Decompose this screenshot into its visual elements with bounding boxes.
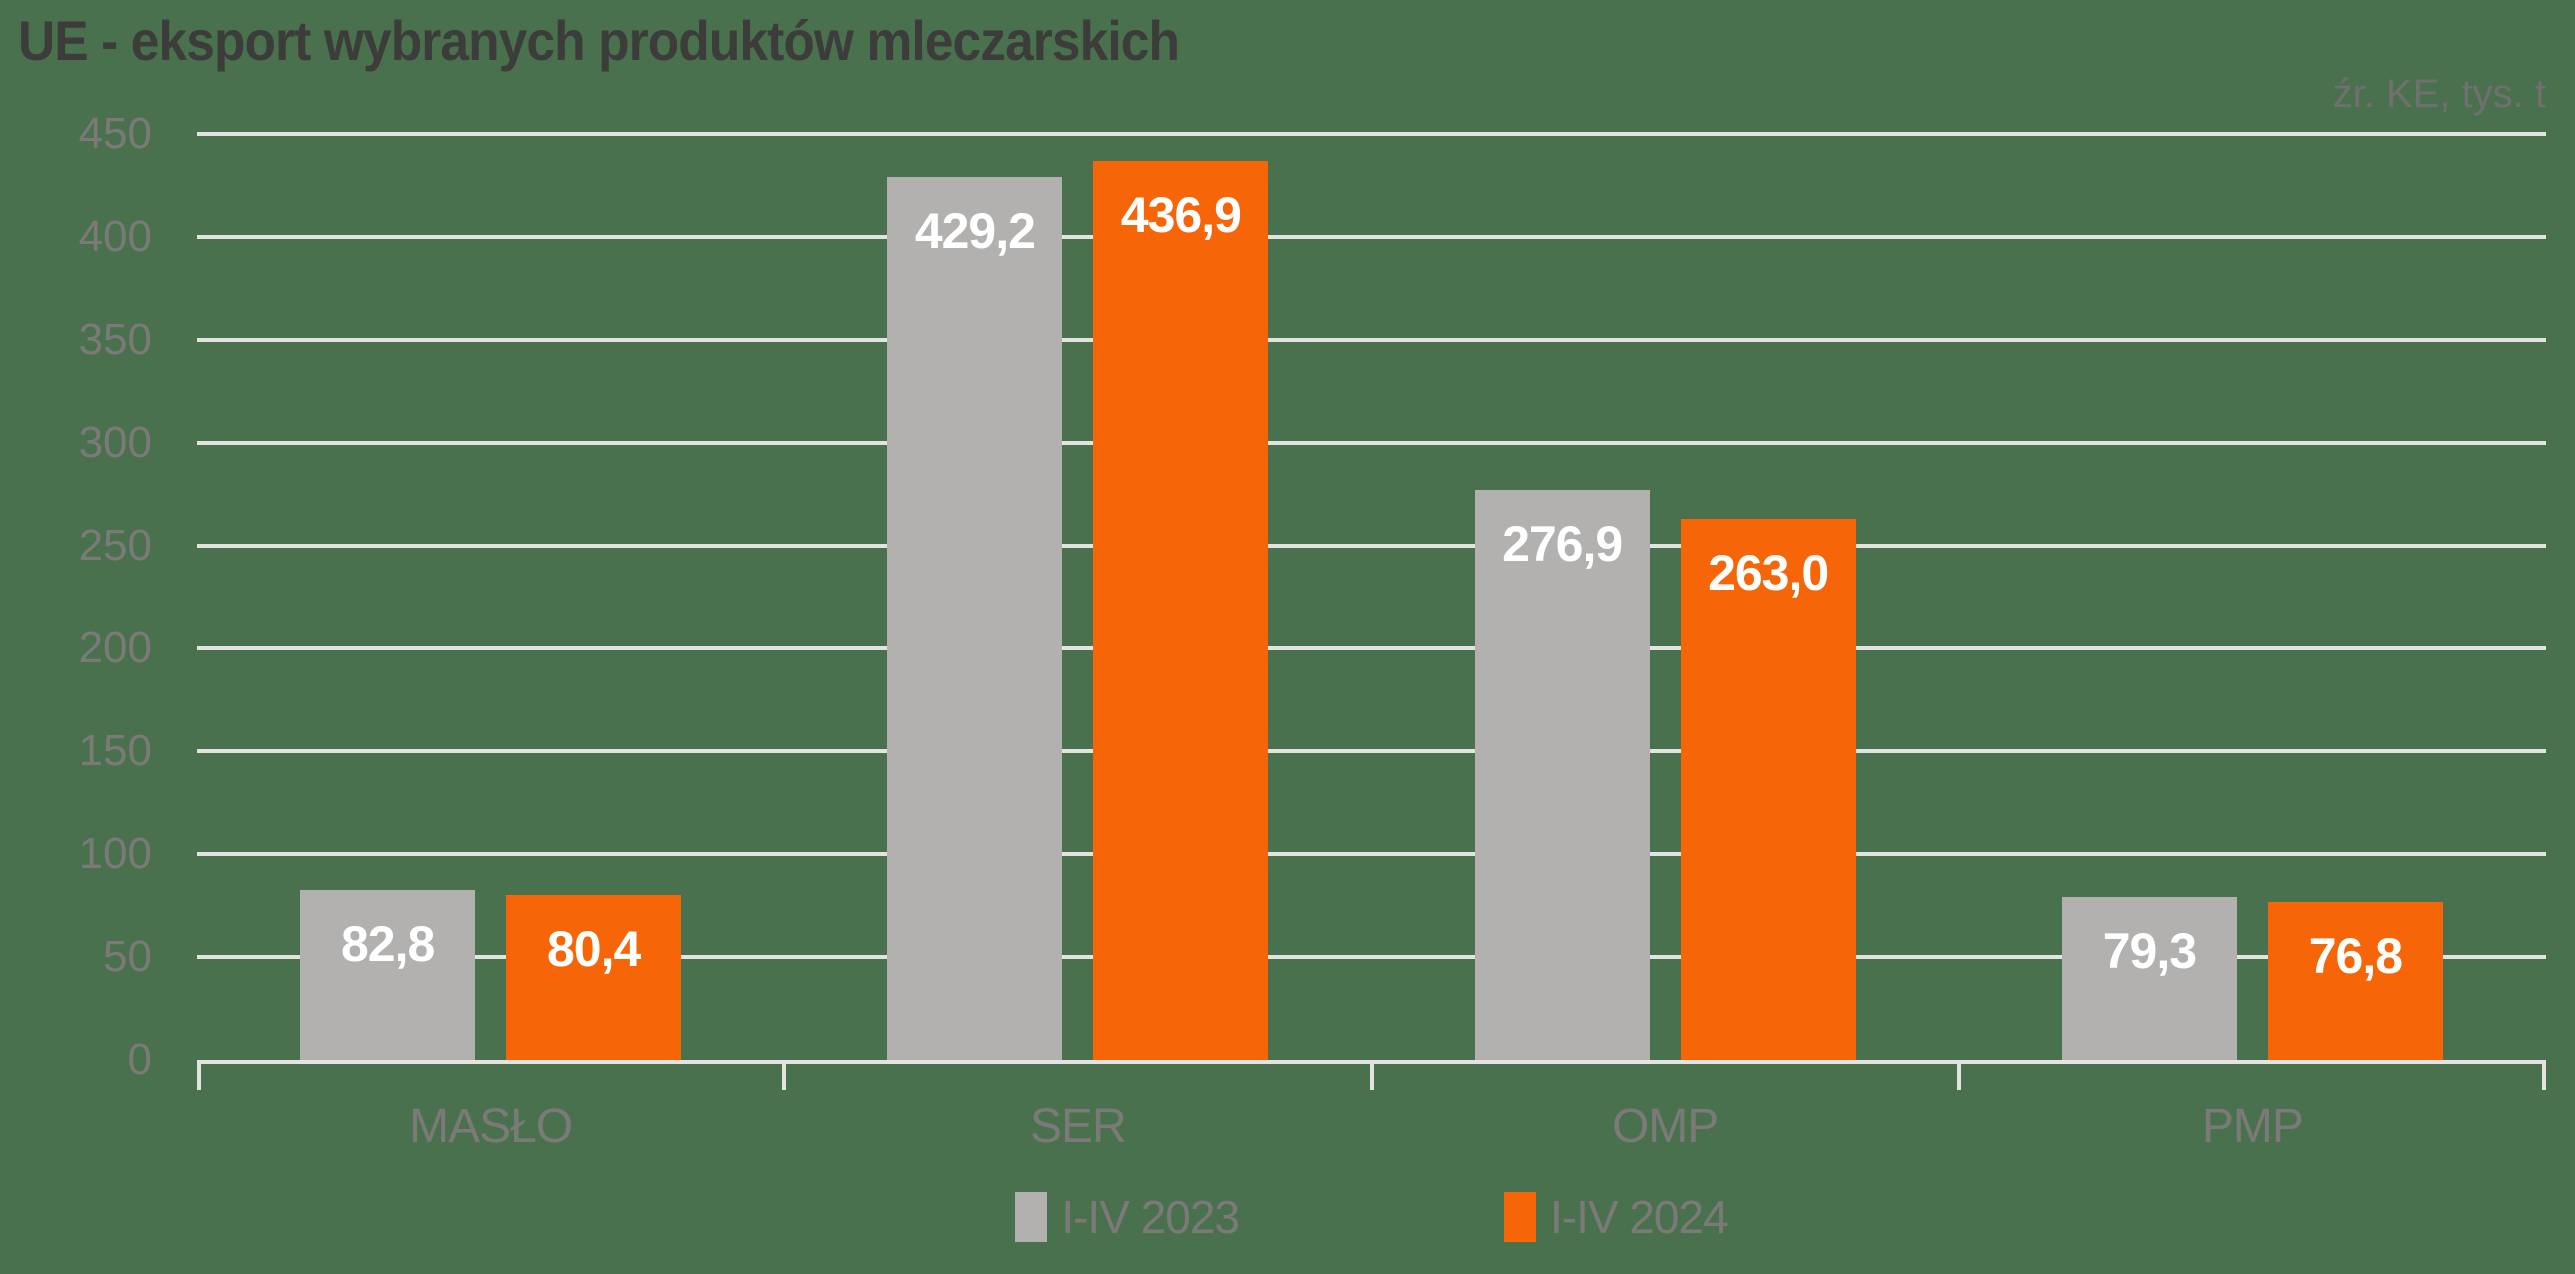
- gridline: [197, 234, 2546, 239]
- y-axis: 0 50 100 150 200 250 300 350 400 450: [0, 109, 152, 1084]
- legend-swatch: [1015, 1192, 1048, 1242]
- x-category-label: PMP: [2201, 1100, 2304, 1153]
- legend-label: I-IV 2023: [1061, 1191, 1240, 1243]
- legend-swatch: [1504, 1192, 1536, 1242]
- y-tick-label: 450: [78, 109, 152, 158]
- gridline: [197, 646, 2546, 651]
- y-tick-label: 0: [127, 1035, 152, 1084]
- bar: 436,9: [1093, 160, 1269, 1060]
- y-tick-label: 400: [78, 211, 152, 261]
- bar: 263,0: [1680, 518, 1856, 1060]
- y-tick-label: 350: [78, 314, 152, 364]
- bar-value-label: 76,8: [2308, 927, 2403, 984]
- y-tick-label: 50: [103, 932, 152, 982]
- bar: 82,8: [300, 889, 476, 1060]
- bar-value-label: 429,2: [914, 202, 1036, 259]
- gridline: [197, 543, 2546, 548]
- x-axis-tick: [197, 1060, 201, 1090]
- x-category-label: MASŁO: [409, 1100, 573, 1153]
- gridline: [197, 955, 2546, 960]
- y-tick-label: 150: [78, 726, 152, 776]
- x-axis-tick: [1956, 1060, 1961, 1090]
- x-axis-tick: [782, 1060, 787, 1090]
- gridline: [197, 749, 2546, 754]
- bar-value-label: 276,9: [1502, 516, 1623, 573]
- bar: 76,8: [2267, 901, 2443, 1060]
- source-note: źr. KE, tys. t: [2332, 72, 2546, 116]
- x-category-label: SER: [1030, 1100, 1127, 1153]
- bar: 80,4: [506, 894, 682, 1060]
- bar-value-label: 436,9: [1120, 186, 1242, 243]
- y-tick-label: 200: [78, 623, 152, 673]
- bar-value-label: 82,8: [340, 915, 435, 972]
- y-tick-label: 300: [78, 417, 152, 467]
- bar-value-label: 263,0: [1708, 544, 1829, 601]
- x-axis: MASŁO SER OMP PMP: [197, 1096, 2546, 1158]
- x-axis-tick: [1369, 1060, 1374, 1090]
- bar: 429,2: [887, 176, 1063, 1060]
- bar: 276,9: [1474, 490, 1650, 1060]
- legend: I-IV 2023 I-IV 2024: [197, 1190, 2546, 1244]
- bar: 79,3: [2061, 896, 2237, 1060]
- y-tick-label: 250: [78, 520, 152, 570]
- legend-item: I-IV 2024: [1504, 1190, 1729, 1244]
- y-tick-label: 100: [78, 829, 152, 879]
- gridline: [197, 440, 2546, 445]
- x-axis-tick: [2542, 1060, 2546, 1090]
- plot-area: 82,8 429,2 276,9 79,3 80,4 436,9 263,0 76,8: [197, 132, 2546, 1090]
- gridline: [197, 852, 2546, 857]
- legend-item: I-IV 2023: [1015, 1190, 1240, 1244]
- bar-value-label: 80,4: [546, 920, 641, 977]
- bar-value-label: 79,3: [2102, 922, 2197, 979]
- gridline: [197, 337, 2546, 342]
- chart-title: UE - eksport wybranych produktów mleczar…: [18, 9, 1180, 72]
- legend-label: I-IV 2024: [1550, 1191, 1729, 1243]
- gridline: [197, 132, 2546, 136]
- x-category-label: OMP: [1611, 1100, 1719, 1153]
